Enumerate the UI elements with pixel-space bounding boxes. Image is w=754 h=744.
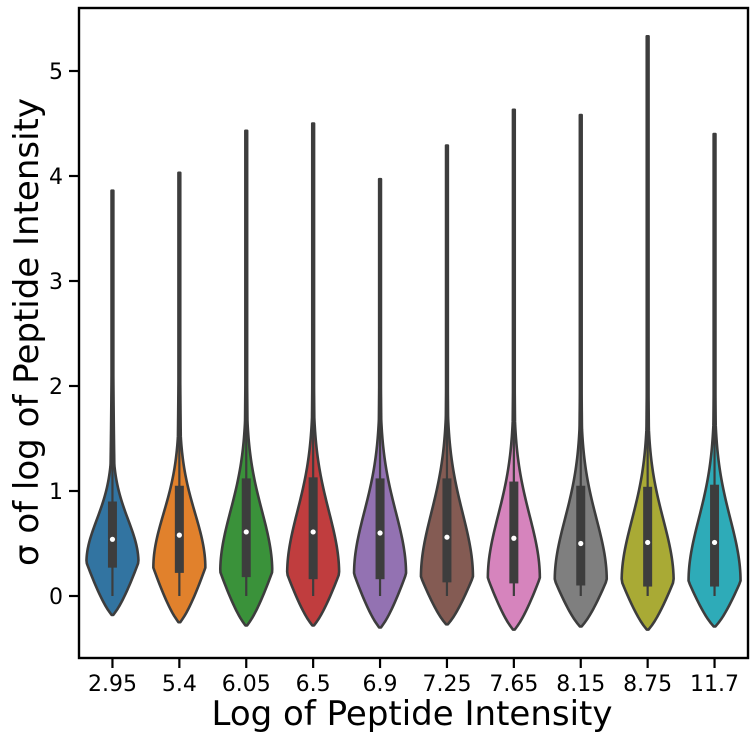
median-dot-6.5 (310, 529, 316, 535)
iqr-box-7.65 (509, 481, 519, 584)
median-dot-8.15 (578, 540, 584, 547)
y-tick-label-3: 3 (49, 270, 63, 295)
x-tick-label-7.25: 7.25 (422, 672, 471, 697)
axes-layer: 0 1 2 3 4 5 2.95 5.4 6.05 6.5 6.9 7.25 7.65 8.15 8.75 1… (49, 6, 750, 697)
iqr-box-8.75 (643, 486, 653, 587)
iqr-box-5.4 (174, 485, 184, 573)
violin-8.75 (620, 35, 675, 631)
x-tick-label-8.15: 8.15 (556, 672, 605, 697)
x-tick-label-5.4: 5.4 (162, 672, 197, 697)
median-dot-8.75 (645, 539, 651, 546)
median-dot-7.25 (444, 534, 450, 540)
iqr-box-8.15 (576, 485, 586, 586)
x-tick-label-11.7: 11.7 (690, 672, 739, 697)
iqr-box-6.5 (308, 477, 318, 580)
x-axis-label: Log of Peptide Intensity (212, 694, 613, 734)
plot-frame (77, 6, 750, 660)
x-tick-label-7.65: 7.65 (489, 672, 538, 697)
y-tick-label-5: 5 (49, 60, 63, 85)
median-dot-2.95 (109, 536, 116, 542)
y-tick-label-4: 4 (49, 165, 63, 190)
y-tick-label-0: 0 (49, 585, 63, 610)
violins-layer (85, 35, 742, 631)
iqr-box-2.95 (107, 501, 117, 568)
median-dot-6.05 (243, 529, 249, 535)
x-tick-label-2.95: 2.95 (88, 672, 137, 697)
median-dot-11.7 (711, 539, 718, 546)
median-dot-7.65 (511, 535, 517, 541)
median-dot-6.9 (377, 530, 383, 536)
y-tick-label-1: 1 (49, 480, 63, 505)
iqr-box-6.05 (241, 478, 251, 578)
y-tick-label-2: 2 (49, 375, 63, 400)
median-dot-5.4 (176, 532, 182, 538)
x-tick-label-6.05: 6.05 (222, 672, 271, 697)
iqr-box-11.7 (710, 484, 720, 587)
y-axis-label: σ of log of Peptide Intensity (7, 98, 47, 566)
iqr-box-6.9 (375, 478, 385, 580)
x-tick-label-8.75: 8.75 (623, 672, 672, 697)
x-tick-label-6.9: 6.9 (363, 672, 398, 697)
iqr-box-7.25 (442, 478, 452, 583)
x-tick-label-6.5: 6.5 (296, 672, 331, 697)
